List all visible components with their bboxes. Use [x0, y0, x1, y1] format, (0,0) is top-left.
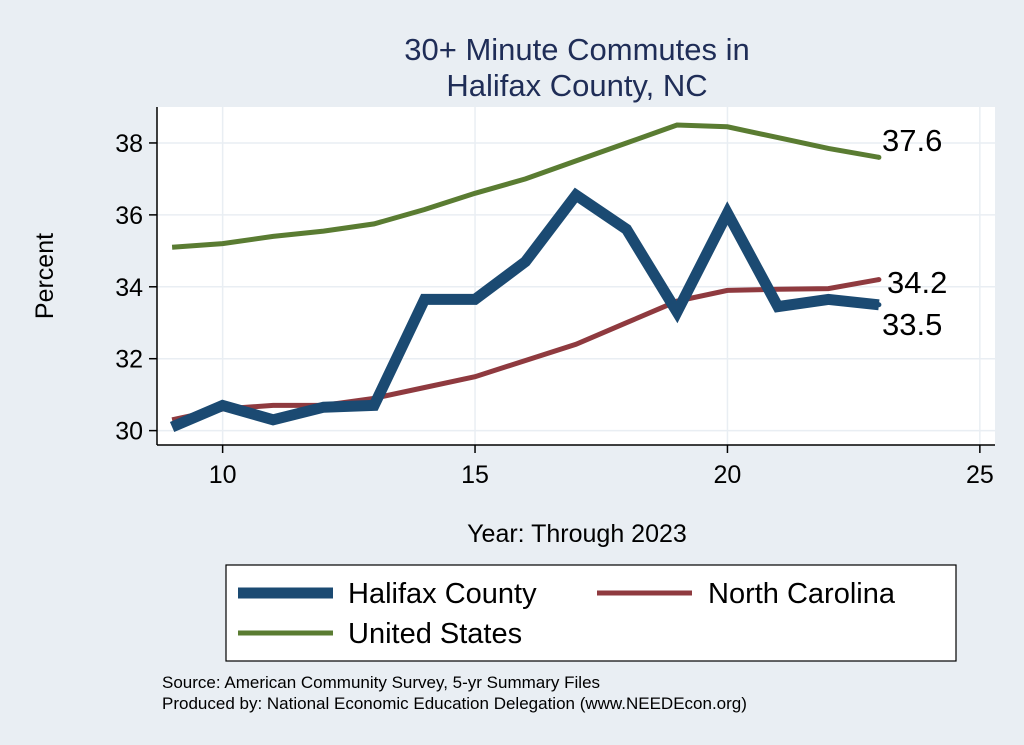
grid-lines: [157, 107, 995, 445]
x-axis-title: Year: Through 2023: [467, 520, 687, 548]
chart-title-line-2: Halifax County, NC: [446, 68, 707, 103]
series-line-united-states: [171, 122, 880, 250]
x-tick-label: 25: [966, 461, 994, 489]
x-tick-label: 15: [461, 461, 489, 489]
y-tick-label: 34: [115, 274, 143, 302]
series-lines: [169, 122, 882, 433]
end-label-halifax-county: 33.5: [882, 307, 942, 342]
source-line-1: Source: American Community Survey, 5-yr …: [162, 673, 600, 692]
y-tick-label: 30: [115, 418, 143, 446]
chart-title-line-1: 30+ Minute Commutes in: [404, 32, 749, 67]
y-tick-label: 38: [115, 130, 143, 158]
series-line-north-carolina: [171, 277, 880, 423]
legend-box: [225, 564, 957, 662]
x-tick-label: 10: [209, 461, 237, 489]
series-line-halifax-county: [169, 187, 880, 433]
end-label-united-states: 37.6: [882, 123, 942, 158]
axis-ticks: 30 32 34 36 38 10 15 20 25: [115, 130, 994, 489]
y-axis-title: Percent: [31, 233, 59, 319]
series-end-point-united-states: [876, 154, 882, 160]
legend-label-halifax-county: Halifax County: [348, 578, 537, 610]
y-tick-label: 32: [115, 346, 143, 374]
legend-label-north-carolina: North Carolina: [708, 578, 896, 610]
source-line-2: Produced by: National Economic Education…: [162, 694, 747, 713]
y-tick-label: 36: [115, 202, 143, 230]
series-end-point-north-carolina: [876, 277, 882, 283]
x-tick-label: 20: [714, 461, 742, 489]
legend-label-united-states: United States: [348, 618, 522, 650]
end-label-north-carolina: 34.2: [887, 265, 947, 300]
legend: Halifax County North Carolina United Sta…: [225, 564, 957, 662]
series-end-point-halifax-county: [876, 302, 882, 308]
